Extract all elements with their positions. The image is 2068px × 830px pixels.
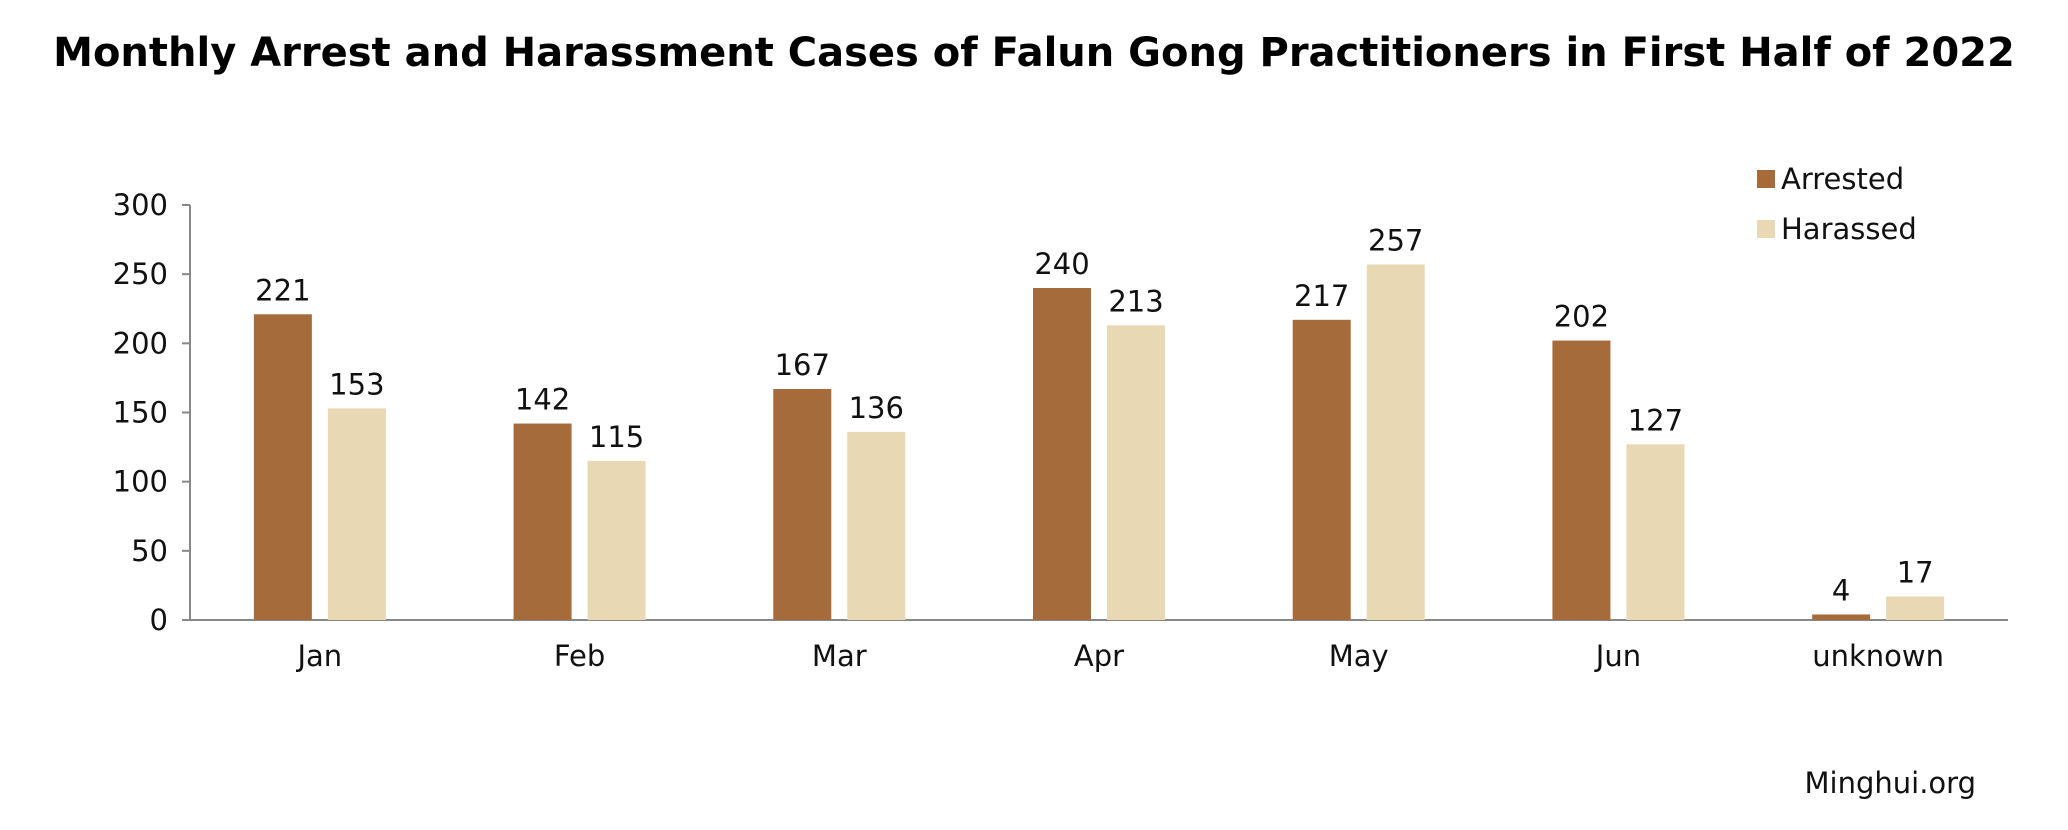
bar-arrested-unknown [1812,614,1871,620]
bar-arrested-jan [253,314,312,620]
bar-harassed-jun [1626,444,1685,620]
bar-harassed-may [1366,264,1425,620]
bar-harassed-apr [1107,325,1165,620]
bar-harassed-jan [327,408,386,620]
data-label: 213 [1108,284,1163,318]
y-tick-label: 300 [113,188,168,222]
data-label: 221 [255,273,310,307]
data-label: 217 [1294,279,1349,313]
y-tick-label: 50 [131,534,168,568]
legend-label-arrested: Arrested [1781,162,1904,196]
legend-swatch-arrested [1757,170,1775,188]
chart-axes: 0 50 100 150 200 250 300 Jan Feb Mar Apr May Jun unkn… [113,188,2008,673]
data-label: 127 [1628,403,1683,437]
x-tick-label: unknown [1812,639,1944,673]
data-label: 202 [1554,300,1609,334]
bar-arrested-feb [513,423,572,620]
data-label: 167 [775,348,830,382]
y-tick-label: 100 [113,465,168,499]
chart-legend: Arrested Harassed [1757,162,1917,246]
chart-title: Monthly Arrest and Harassment Cases of F… [53,30,2015,76]
chart-data-labels: 221 153 142 115 167 136 240 213 217 257 202 127 4 17 [255,223,1933,607]
data-label: 17 [1897,555,1934,589]
data-label: 240 [1034,247,1089,281]
bar-arrested-apr [1033,288,1091,620]
bar-harassed-mar [847,431,906,620]
y-tick-label: 150 [113,396,168,430]
bar-arrested-mar [773,388,832,620]
data-label: 115 [589,420,644,454]
data-label: 136 [849,391,904,425]
data-label: 142 [515,383,570,417]
x-tick-label: Mar [812,639,867,673]
bar-harassed-unknown [1886,596,1945,620]
source-credit: Minghui.org [1804,766,1976,800]
y-tick-label: 250 [113,257,168,291]
x-tick-label: Jun [1594,639,1641,673]
bar-arrested-may [1292,319,1351,620]
x-tick-label: Apr [1074,639,1124,673]
chart-bars [253,264,1945,620]
x-tick-label: Jan [295,639,342,673]
y-tick-label: 200 [113,326,168,360]
data-label: 257 [1368,223,1423,257]
bar-harassed-feb [587,460,646,620]
legend-swatch-harassed [1757,220,1775,238]
y-tick-label: 0 [150,603,168,637]
data-label: 4 [1832,573,1850,607]
bar-arrested-jun [1552,340,1611,620]
x-tick-label: May [1329,639,1389,673]
data-label: 153 [329,367,384,401]
x-tick-label: Feb [554,639,605,673]
legend-label-harassed: Harassed [1781,212,1917,246]
